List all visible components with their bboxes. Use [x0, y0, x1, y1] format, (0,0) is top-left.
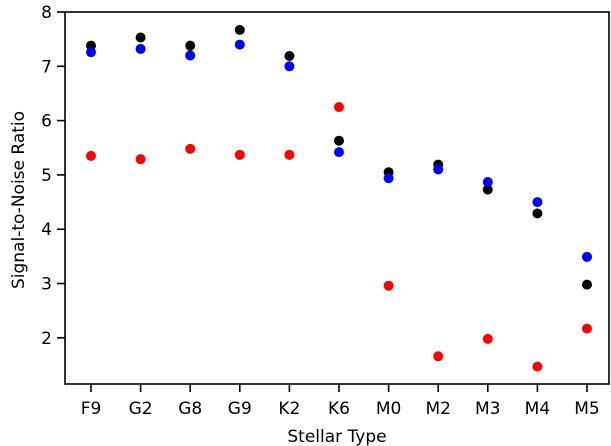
data-point — [582, 323, 592, 334]
x-tick-label: M3 — [475, 399, 500, 419]
data-point — [334, 147, 344, 158]
data-point — [582, 279, 592, 290]
x-axis-label: Stellar Type — [287, 427, 386, 446]
y-tick-label: 3 — [41, 275, 52, 295]
data-point — [383, 173, 394, 184]
data-point — [532, 197, 543, 208]
data-point — [86, 150, 96, 161]
x-tick-label: M2 — [425, 399, 450, 419]
data-point — [185, 50, 196, 61]
x-tick-label: G8 — [178, 399, 202, 419]
plot-frame — [64, 11, 610, 385]
data-point — [234, 149, 245, 160]
data-point — [532, 361, 543, 372]
x-tick-label: M4 — [525, 399, 550, 419]
data-point — [135, 154, 146, 165]
data-point — [284, 50, 295, 61]
y-tick-label: 7 — [41, 57, 52, 77]
y-tick-label: 5 — [41, 166, 52, 186]
data-point — [334, 102, 344, 113]
x-tick-label: G2 — [129, 399, 153, 419]
y-tick-label: 8 — [41, 3, 52, 23]
x-tick-label: K6 — [328, 399, 350, 419]
data-point — [284, 149, 295, 160]
data-point — [185, 40, 196, 51]
x-tick-label: K2 — [278, 399, 300, 419]
points-layer — [86, 24, 592, 372]
data-point — [185, 143, 196, 154]
data-point — [582, 251, 592, 262]
y-tick-label: 4 — [41, 220, 52, 240]
x-tick-label: M0 — [376, 399, 401, 419]
y-tick-label: 2 — [41, 329, 52, 349]
x-tick-label: F9 — [81, 399, 102, 419]
data-point — [433, 164, 444, 175]
data-point — [482, 184, 493, 195]
data-point — [482, 333, 493, 344]
data-point — [234, 39, 245, 50]
data-point — [284, 61, 295, 72]
axes-layer: 2 3 4 5 6 7 8 F9 G2 G8 G9 K2 K6 M0 M2 M3 M4 M5 — [41, 3, 610, 419]
data-point — [135, 32, 146, 43]
x-tick-label: M5 — [574, 399, 599, 419]
data-point — [234, 24, 245, 35]
y-tick-label: 6 — [41, 112, 52, 132]
data-point — [433, 351, 444, 362]
data-point — [383, 280, 394, 291]
y-axis-label: Signal-to-Noise Ratio — [9, 111, 29, 289]
x-tick-label: G9 — [228, 399, 252, 419]
data-point — [482, 176, 493, 187]
data-point — [532, 208, 543, 219]
data-point — [135, 43, 146, 54]
data-point — [86, 47, 96, 58]
data-point — [334, 135, 344, 146]
